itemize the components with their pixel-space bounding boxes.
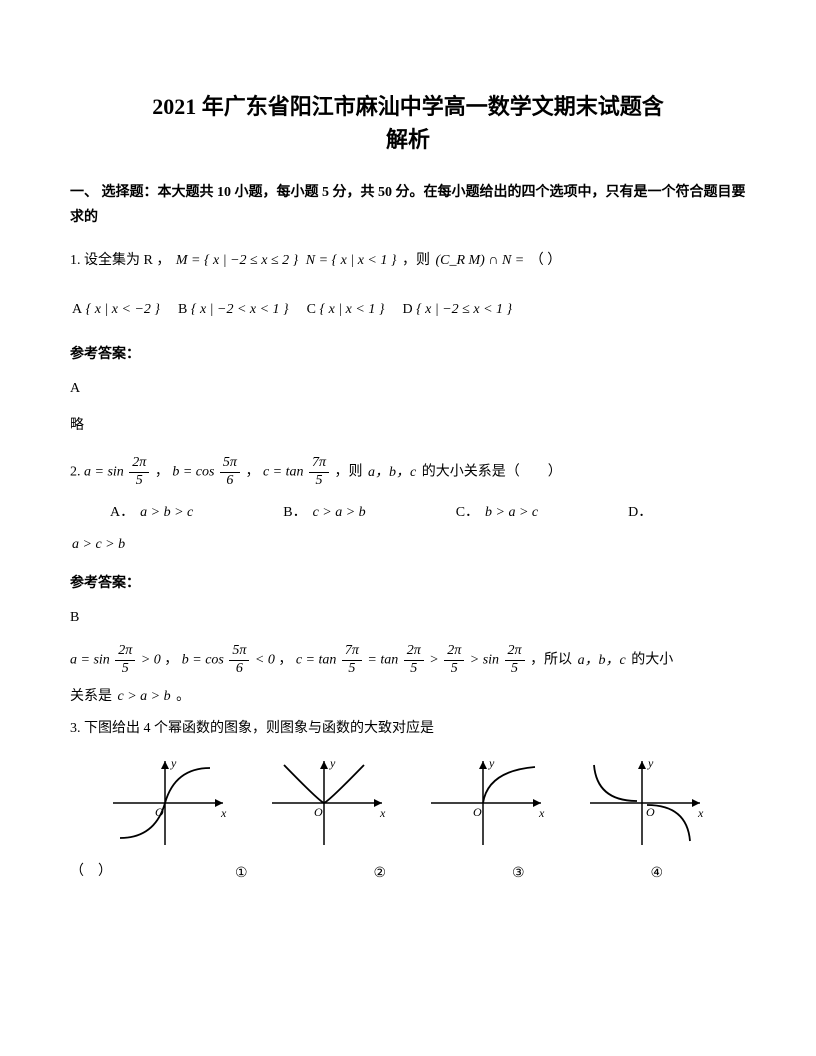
question-1: 1. 设全集为 R ， M = { x | −2 ≤ x ≤ 2 } N = {… <box>70 246 746 277</box>
q1-set-n: N = { x | x < 1 } <box>306 253 397 268</box>
q2-c: c = tan 7π5 <box>263 455 331 490</box>
q2-mid: ，则 <box>335 465 363 480</box>
q1-paren: （ ） <box>530 253 562 268</box>
title-line1: 2021 年广东省阳江市麻汕中学高一数学文期末试题含 <box>152 94 664 119</box>
q2-optD: D． <box>628 502 658 524</box>
svg-text:y: y <box>170 756 177 770</box>
q2-comma1: ， <box>155 465 169 480</box>
graph-1-svg: y x O <box>105 753 235 853</box>
question-2: 2. a = sin 2π5 ， b = cos 5π6 ， c = tan 7… <box>70 455 746 490</box>
q1-optC: C { x | x < 1 } <box>307 302 388 317</box>
q1-expr: (C_R M) ∩ N = <box>435 253 524 268</box>
q1-optD: D { x | −2 ≤ x < 1 } <box>402 302 512 317</box>
graph-1: y x O <box>105 753 235 853</box>
svg-text:O: O <box>473 805 482 819</box>
section-header: 一、 选择题：本大题共 10 小题，每小题 5 分，共 50 分。在每小题给出的… <box>70 180 746 230</box>
exam-title: 2021 年广东省阳江市麻汕中学高一数学文期末试题含 解析 <box>70 90 746 156</box>
q2-answer-label: 参考答案： <box>70 573 746 595</box>
graphs-row: y x O y x O y x O <box>70 753 746 853</box>
q1-prefix: 1. 设全集为 R ， <box>70 253 170 268</box>
q1-brief: 略 <box>70 415 746 437</box>
graph-label-4: ④ <box>592 863 722 885</box>
q2-b: b = cos 5π6 <box>172 455 242 490</box>
graph-4: y x O <box>582 753 712 853</box>
graph-label-1: ① <box>176 863 306 885</box>
q1-answer: A <box>70 378 746 400</box>
q2-prefix: 2. <box>70 465 81 480</box>
q2-comma2: ， <box>245 465 259 480</box>
q2-optB: B．c > a > b <box>283 502 365 524</box>
graph-3-svg: y x O <box>423 753 553 853</box>
q1-mid: ，则 <box>402 253 430 268</box>
graph-4-svg: y x O <box>582 753 712 853</box>
q3-paren: （ ） <box>70 861 112 883</box>
q2-options: A．a > b > c B．c > a > b C．b > a > c D． <box>70 502 746 524</box>
graph-2: y x O <box>264 753 394 853</box>
svg-text:x: x <box>697 806 704 820</box>
svg-text:x: x <box>220 806 227 820</box>
svg-text:y: y <box>329 756 336 770</box>
q1-set-m: M = { x | −2 ≤ x ≤ 2 } <box>176 253 298 268</box>
q2-tail: 的大小关系是（ ） <box>422 465 562 480</box>
q1-answer-label: 参考答案： <box>70 344 746 366</box>
svg-text:O: O <box>314 805 323 819</box>
q2-explain: a = sin 2π5 > 0 ， b = cos 5π6 < 0 ， c = … <box>70 643 746 678</box>
graph-3: y x O <box>423 753 553 853</box>
q2-a: a = sin 2π5 <box>84 455 151 490</box>
svg-text:y: y <box>488 756 495 770</box>
graph-label-2: ② <box>315 863 445 885</box>
q2-optD-expr: a > c > b <box>70 534 746 556</box>
q1-options: A { x | x < −2 } B { x | −2 < x < 1 } C … <box>70 295 746 326</box>
svg-text:x: x <box>379 806 386 820</box>
graph-label-3: ③ <box>453 863 583 885</box>
q3-labels-row: （ ） ① ② ③ ④ <box>70 859 746 885</box>
q2-optA: A．a > b > c <box>110 502 193 524</box>
svg-text:O: O <box>646 805 655 819</box>
q2-optC: C．b > a > c <box>456 502 538 524</box>
question-3: 3. 下图给出 4 个幂函数的图象，则图象与函数的大致对应是 <box>70 714 746 745</box>
graph-2-svg: y x O <box>264 753 394 853</box>
svg-text:x: x <box>538 806 545 820</box>
q1-optA: A { x | x < −2 } <box>72 302 164 317</box>
svg-text:y: y <box>647 756 654 770</box>
q2-explain-line2: 关系是 c > a > b 。 <box>70 686 746 708</box>
q2-answer: B <box>70 607 746 629</box>
q2-abc: a，b，c <box>368 465 416 480</box>
title-line2: 解析 <box>386 127 430 152</box>
q1-optB: B { x | −2 < x < 1 } <box>178 302 292 317</box>
